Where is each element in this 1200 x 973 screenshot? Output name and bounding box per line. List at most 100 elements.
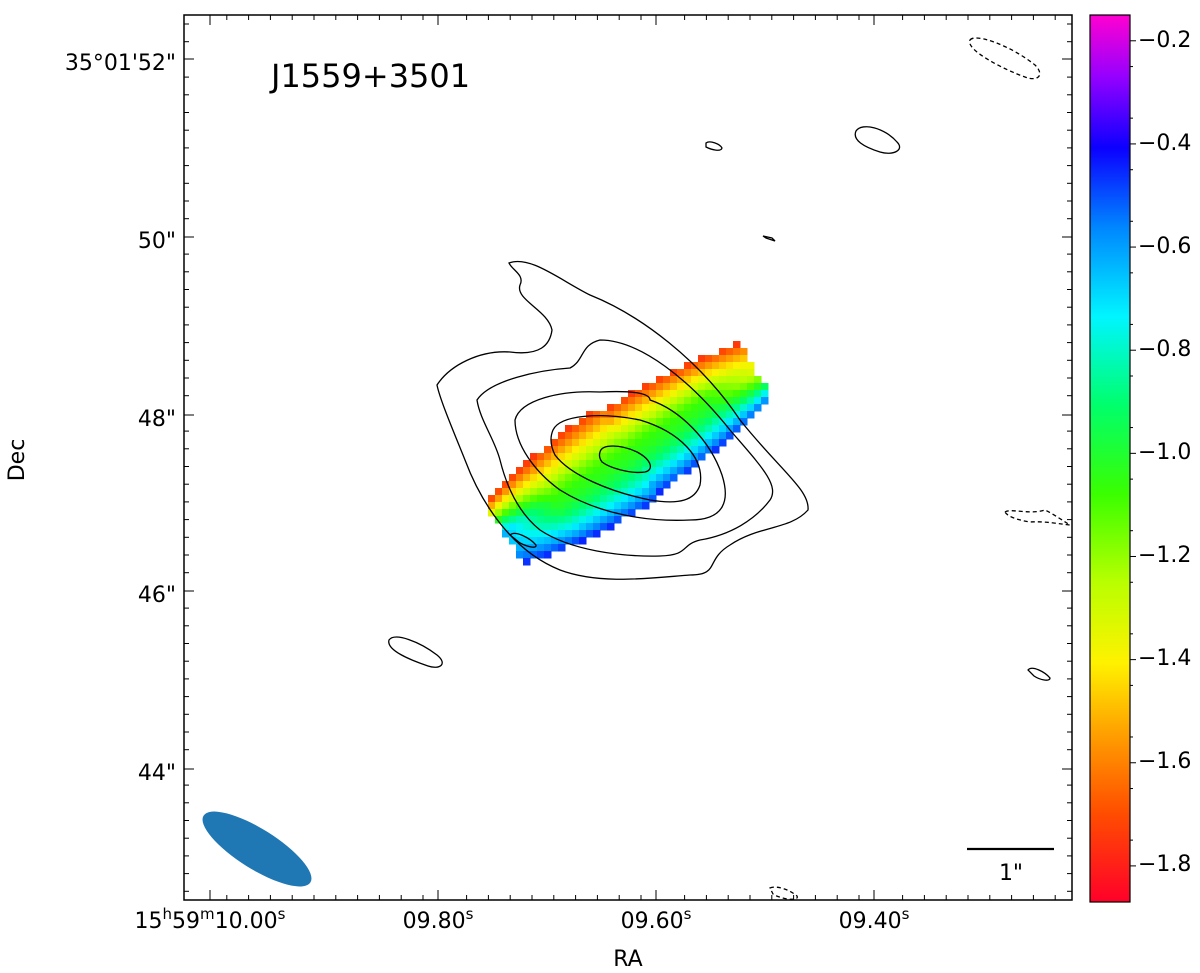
index-pixel (740, 418, 748, 426)
index-pixel (516, 467, 524, 475)
contour-line (436, 260, 809, 580)
index-pixel (712, 411, 720, 419)
index-pixel (537, 502, 545, 510)
index-pixel (614, 418, 622, 426)
index-pixel (698, 453, 706, 461)
colorbar-tick-labels: −0.2 −0.4 −0.6 −0.8 −1.0 −1.2 −1.4 −1.6 … (1138, 28, 1191, 877)
contour-line (705, 141, 723, 151)
index-pixel (495, 516, 503, 524)
index-pixel (600, 411, 608, 419)
y-tick-label: 46" (138, 583, 176, 608)
index-pixel (677, 397, 685, 405)
index-pixel (761, 383, 769, 391)
index-pixel (719, 362, 727, 370)
index-pixel (677, 418, 685, 426)
index-pixel (691, 376, 699, 384)
index-pixel (642, 481, 650, 489)
index-pixel (607, 502, 615, 510)
index-pixel (712, 432, 720, 440)
colorbar-tick-label: −0.2 (1138, 28, 1191, 53)
index-pixel (642, 425, 650, 433)
index-pixel (649, 432, 657, 440)
index-pixel (663, 467, 671, 475)
index-pixel (558, 460, 566, 468)
index-pixel (698, 376, 706, 384)
index-pixel (607, 411, 615, 419)
index-pixel (530, 516, 538, 524)
index-pixel (621, 446, 629, 454)
index-pixel (677, 425, 685, 433)
index-pixel (530, 523, 538, 531)
index-pixel (530, 495, 538, 503)
index-pixel (614, 495, 622, 503)
index-pixel (719, 425, 727, 433)
minor-ticks (184, 15, 1072, 900)
contour-line (476, 339, 774, 557)
index-pixel (614, 446, 622, 454)
index-pixel (628, 488, 636, 496)
index-pixel (544, 537, 552, 545)
index-pixel (530, 453, 538, 461)
index-pixel (607, 488, 615, 496)
index-pixel (656, 397, 664, 405)
index-pixel (747, 397, 755, 405)
index-pixel (754, 376, 762, 384)
contour-line (598, 445, 652, 474)
index-pixel (628, 502, 636, 510)
index-pixel (523, 523, 531, 531)
index-pixel (565, 488, 573, 496)
colorbar-ticks (1130, 40, 1136, 867)
index-pixel (551, 460, 559, 468)
plot-frame (183, 14, 1073, 901)
index-pixel (747, 362, 755, 370)
index-pixel (677, 390, 685, 398)
index-pixel (600, 439, 608, 447)
index-pixel (600, 425, 608, 433)
index-pixel (558, 446, 566, 454)
index-pixel (684, 411, 692, 419)
index-pixel (733, 397, 741, 405)
index-pixel (635, 404, 643, 412)
index-pixel (635, 418, 643, 426)
index-pixel (621, 488, 629, 496)
index-pixel (523, 537, 531, 545)
index-pixel (691, 383, 699, 391)
index-pixel (719, 411, 727, 419)
index-pixel (565, 537, 573, 545)
index-pixel (719, 369, 727, 377)
index-pixel (607, 467, 615, 475)
index-pixel (705, 411, 713, 419)
index-pixel (691, 390, 699, 398)
index-pixel (635, 453, 643, 461)
index-pixel (621, 432, 629, 440)
index-pixel (712, 446, 720, 454)
index-pixel (565, 523, 573, 531)
index-pixel (551, 509, 559, 517)
index-pixel (621, 418, 629, 426)
index-pixel (607, 404, 615, 412)
index-pixel (740, 362, 748, 370)
index-pixel (565, 432, 573, 440)
index-pixel (747, 369, 755, 377)
index-pixel (516, 481, 524, 489)
index-pixel (523, 551, 531, 559)
index-pixel (523, 530, 531, 538)
index-pixel (593, 453, 601, 461)
index-pixel (628, 474, 636, 482)
negative-contour-line (969, 37, 1041, 80)
index-pixel (544, 509, 552, 517)
index-pixel (642, 502, 650, 510)
index-pixel (607, 432, 615, 440)
index-pixel (628, 404, 636, 412)
index-pixel (544, 495, 552, 503)
index-pixel (593, 474, 601, 482)
index-pixel (670, 439, 678, 447)
index-pixel (614, 509, 622, 517)
index-pixel (649, 418, 657, 426)
index-pixel (698, 397, 706, 405)
index-pixel (572, 509, 580, 517)
index-pixel (593, 516, 601, 524)
index-pixel (558, 530, 566, 538)
index-pixel (593, 502, 601, 510)
index-pixel (579, 439, 587, 447)
